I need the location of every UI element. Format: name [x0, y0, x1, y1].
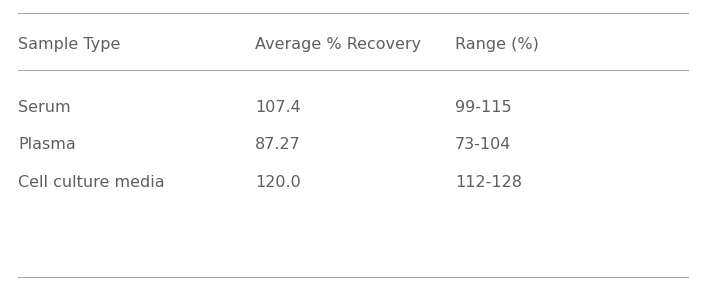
- Text: 73-104: 73-104: [455, 137, 511, 152]
- Text: 120.0: 120.0: [255, 175, 301, 190]
- Text: Cell culture media: Cell culture media: [18, 175, 164, 190]
- Text: Plasma: Plasma: [18, 137, 76, 152]
- Text: Average % Recovery: Average % Recovery: [255, 37, 421, 52]
- Text: Serum: Serum: [18, 100, 71, 115]
- Text: 107.4: 107.4: [255, 100, 301, 115]
- Text: 112-128: 112-128: [455, 175, 522, 190]
- Text: 99-115: 99-115: [455, 100, 512, 115]
- Text: Range (%): Range (%): [455, 37, 539, 52]
- Text: 87.27: 87.27: [255, 137, 301, 152]
- Text: Sample Type: Sample Type: [18, 37, 121, 52]
